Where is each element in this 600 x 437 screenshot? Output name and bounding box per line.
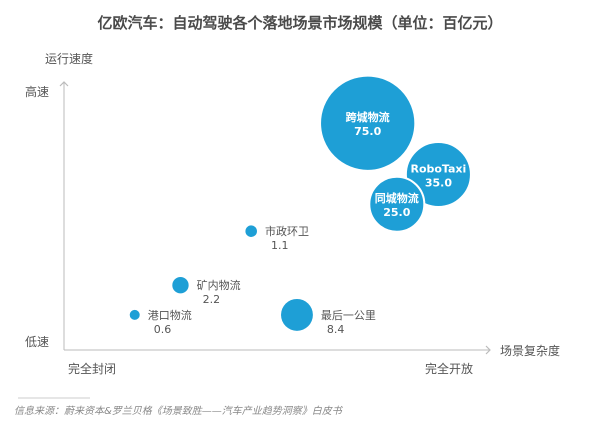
- source-note: 信息来源：蔚来资本&罗兰贝格《场景致胜——汽车产业趋势洞察》白皮书: [14, 405, 344, 417]
- bubble-name-1: RoboTaxi: [410, 163, 466, 176]
- bubble-name-2: 同城物流: [375, 191, 419, 205]
- x-axis-label: 场景复杂度: [500, 343, 560, 358]
- bubble-name-6: 最后一公里: [321, 309, 376, 322]
- y-tick-low: 低速: [25, 335, 49, 349]
- bubble-name-3: 市政环卫: [265, 224, 309, 238]
- bubble-value-4: 2.2: [203, 293, 221, 306]
- y-tick-high: 高速: [25, 84, 49, 99]
- bubble-name-0: 跨城物流: [346, 110, 390, 124]
- x-tick-low: 完全封闭: [68, 361, 116, 376]
- bubble-name-4: 矿内物流: [197, 278, 241, 292]
- bubble-2: [368, 175, 426, 233]
- bubble-value-2: 25.0: [383, 206, 410, 219]
- bubble-value-3: 1.1: [271, 239, 289, 252]
- bubble-name-5: 港口物流: [148, 308, 192, 322]
- bubble-value-1: 35.0: [425, 177, 452, 190]
- x-tick-high: 完全开放: [425, 361, 473, 376]
- bubble-4: [172, 277, 189, 294]
- bubble-0: [319, 74, 417, 172]
- bubble-value-6: 8.4: [327, 323, 345, 336]
- y-axis-label: 运行速度: [45, 51, 93, 66]
- bubble-5: [129, 309, 140, 320]
- bubble-6: [281, 298, 313, 331]
- chart-title: 亿欧汽车：自动驾驶各个落地场景市场规模（单位：百亿元）: [97, 14, 502, 32]
- bubble-1: [404, 140, 472, 209]
- bubble-value-5: 0.6: [154, 323, 172, 336]
- bubble-value-0: 75.0: [354, 125, 381, 138]
- bubble-3: [245, 225, 257, 237]
